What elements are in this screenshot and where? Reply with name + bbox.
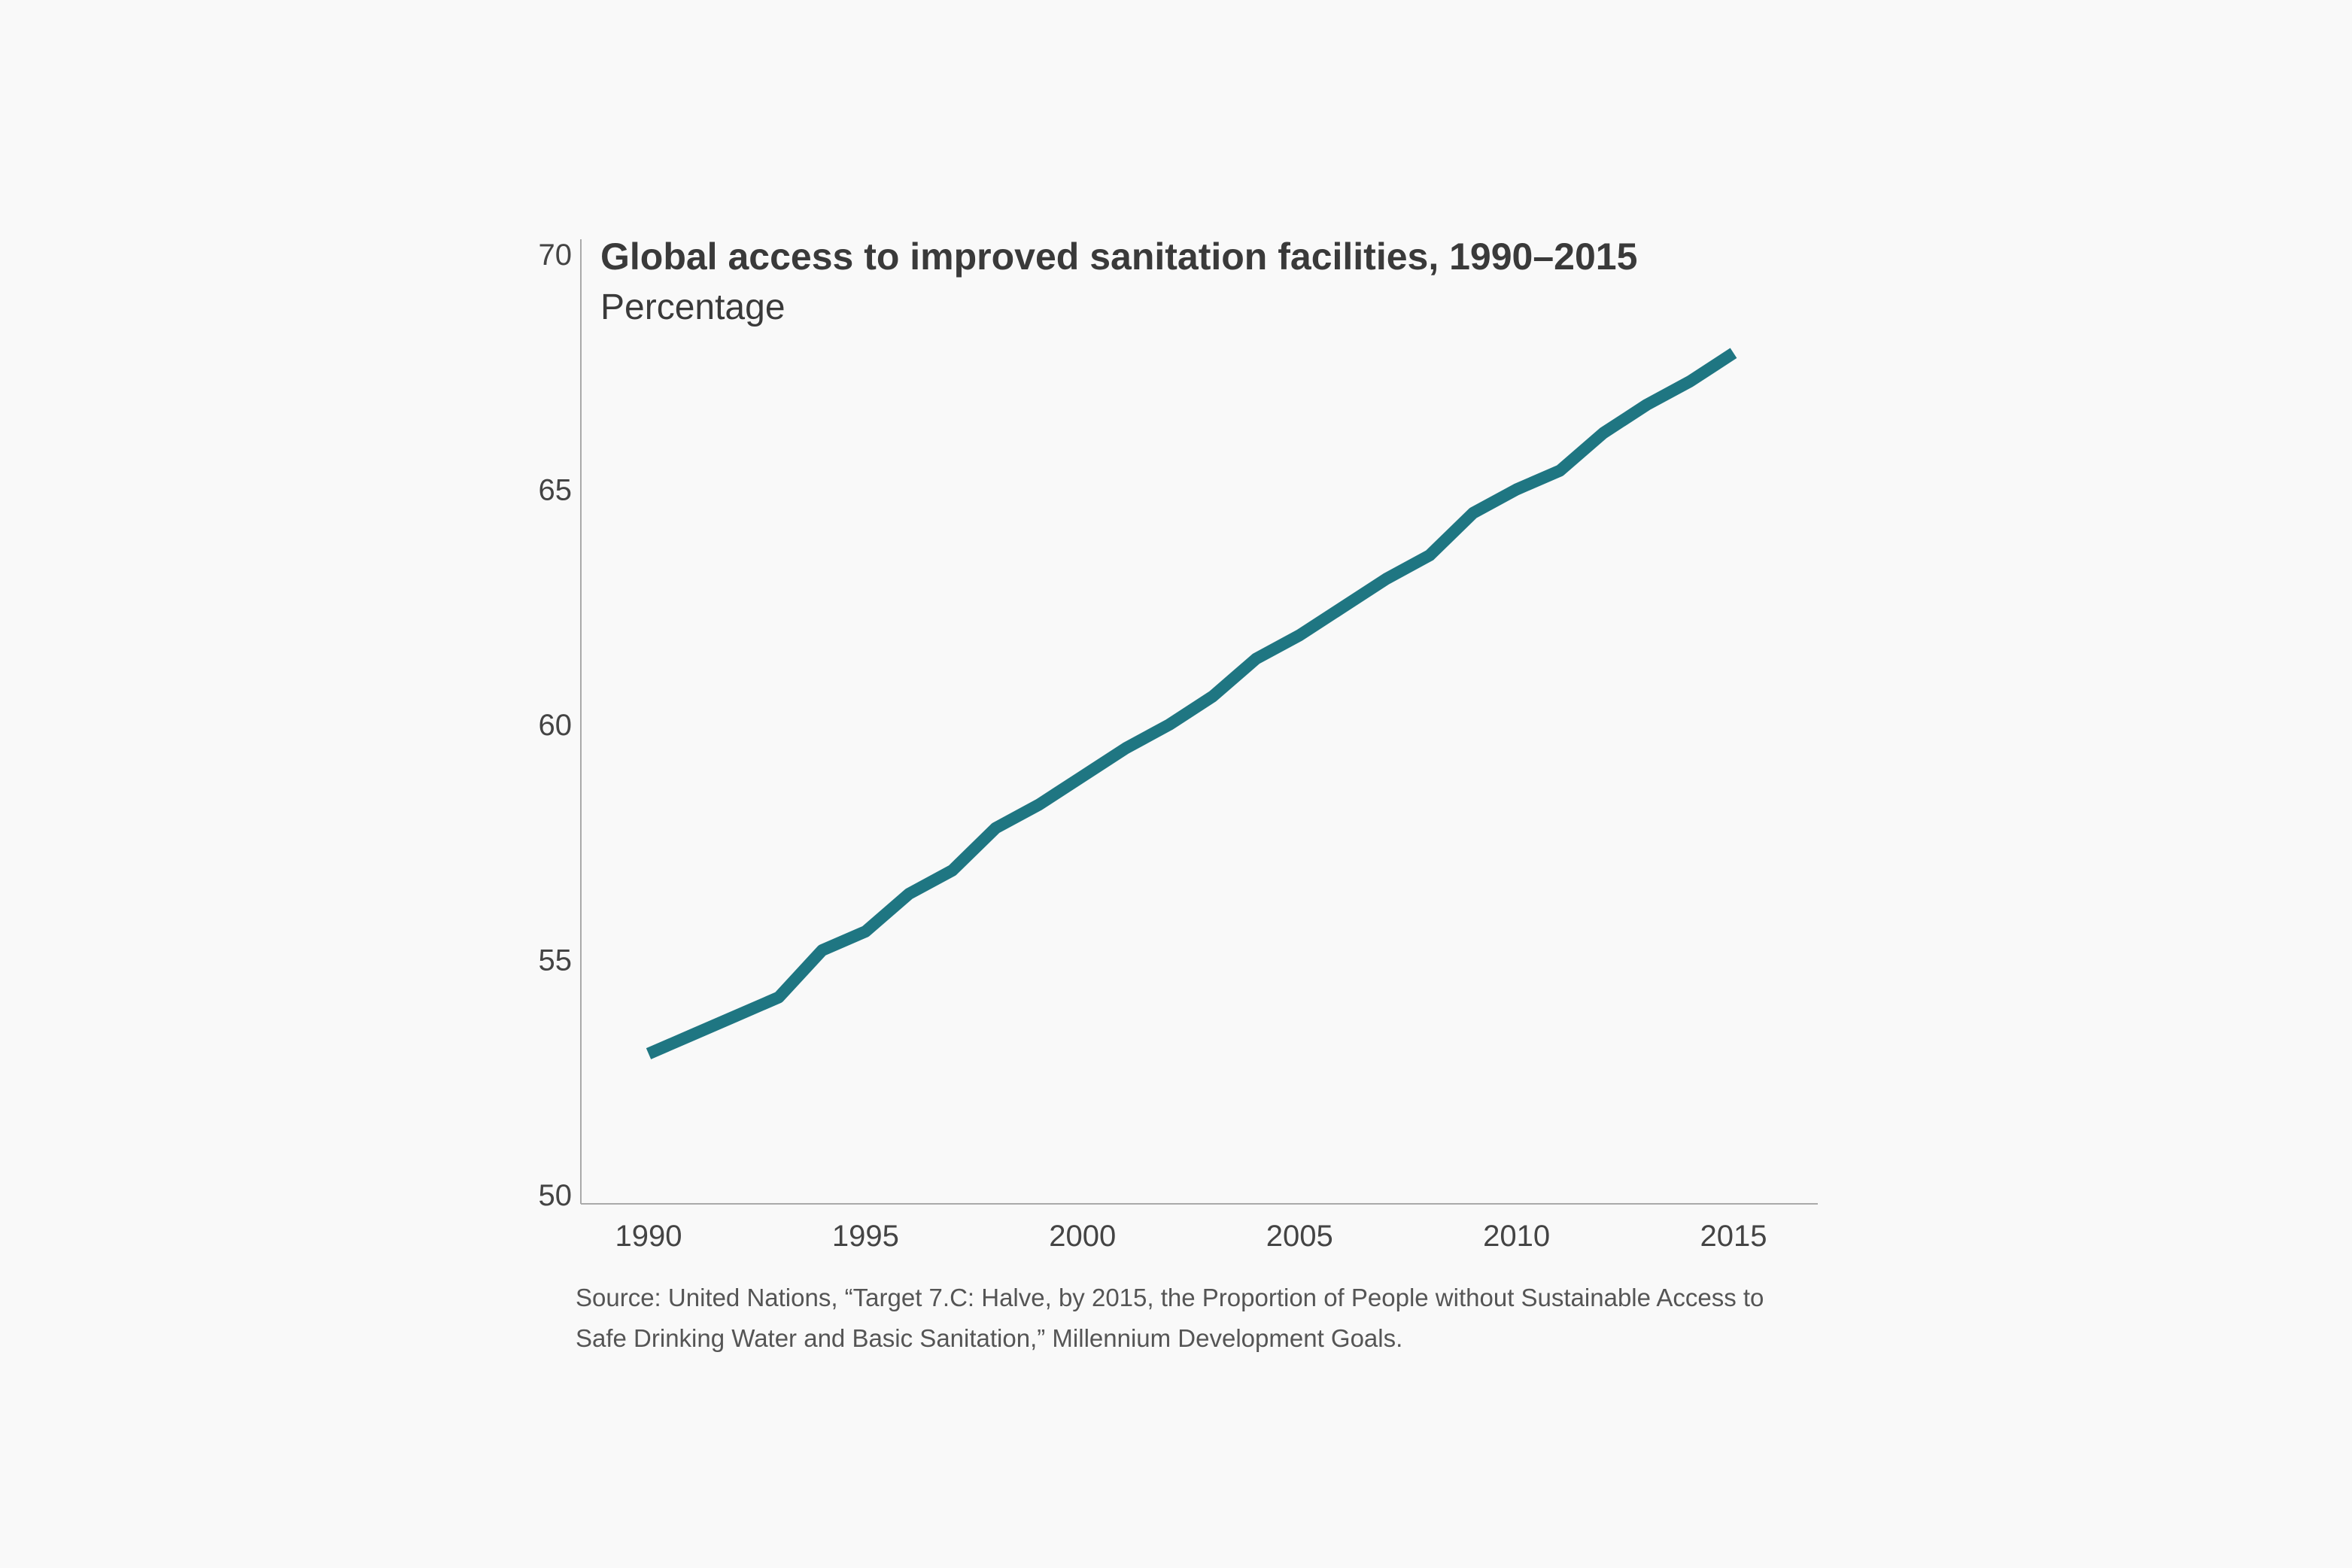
source-note: Source: United Nations, “Target 7.C: Hal… — [576, 1284, 1764, 1352]
series-layer — [646, 348, 1737, 1059]
y-tick-label: 70 — [539, 239, 573, 272]
y-tick-label: 55 — [539, 944, 573, 977]
chart-title: Global access to improved sanitation fac… — [600, 236, 1637, 278]
x-tick-label: 1995 — [832, 1220, 899, 1253]
series-line — [646, 348, 1737, 1059]
x-tick-label: 2010 — [1483, 1220, 1550, 1253]
x-axis-ticks: 1990 1995 2000 2005 2010 2015 — [615, 1220, 1767, 1253]
y-tick-label: 60 — [539, 709, 573, 742]
x-tick-label: 1990 — [615, 1220, 682, 1253]
x-tick-label: 2015 — [1700, 1220, 1767, 1253]
y-tick-label: 65 — [539, 474, 573, 507]
x-tick-label: 2000 — [1049, 1220, 1116, 1253]
y-tick-label: 50 — [539, 1179, 573, 1212]
chart-subtitle: Percentage — [600, 287, 786, 327]
x-tick-label: 2005 — [1266, 1220, 1333, 1253]
y-axis-ticks: 50 55 60 65 70 — [539, 239, 573, 1212]
